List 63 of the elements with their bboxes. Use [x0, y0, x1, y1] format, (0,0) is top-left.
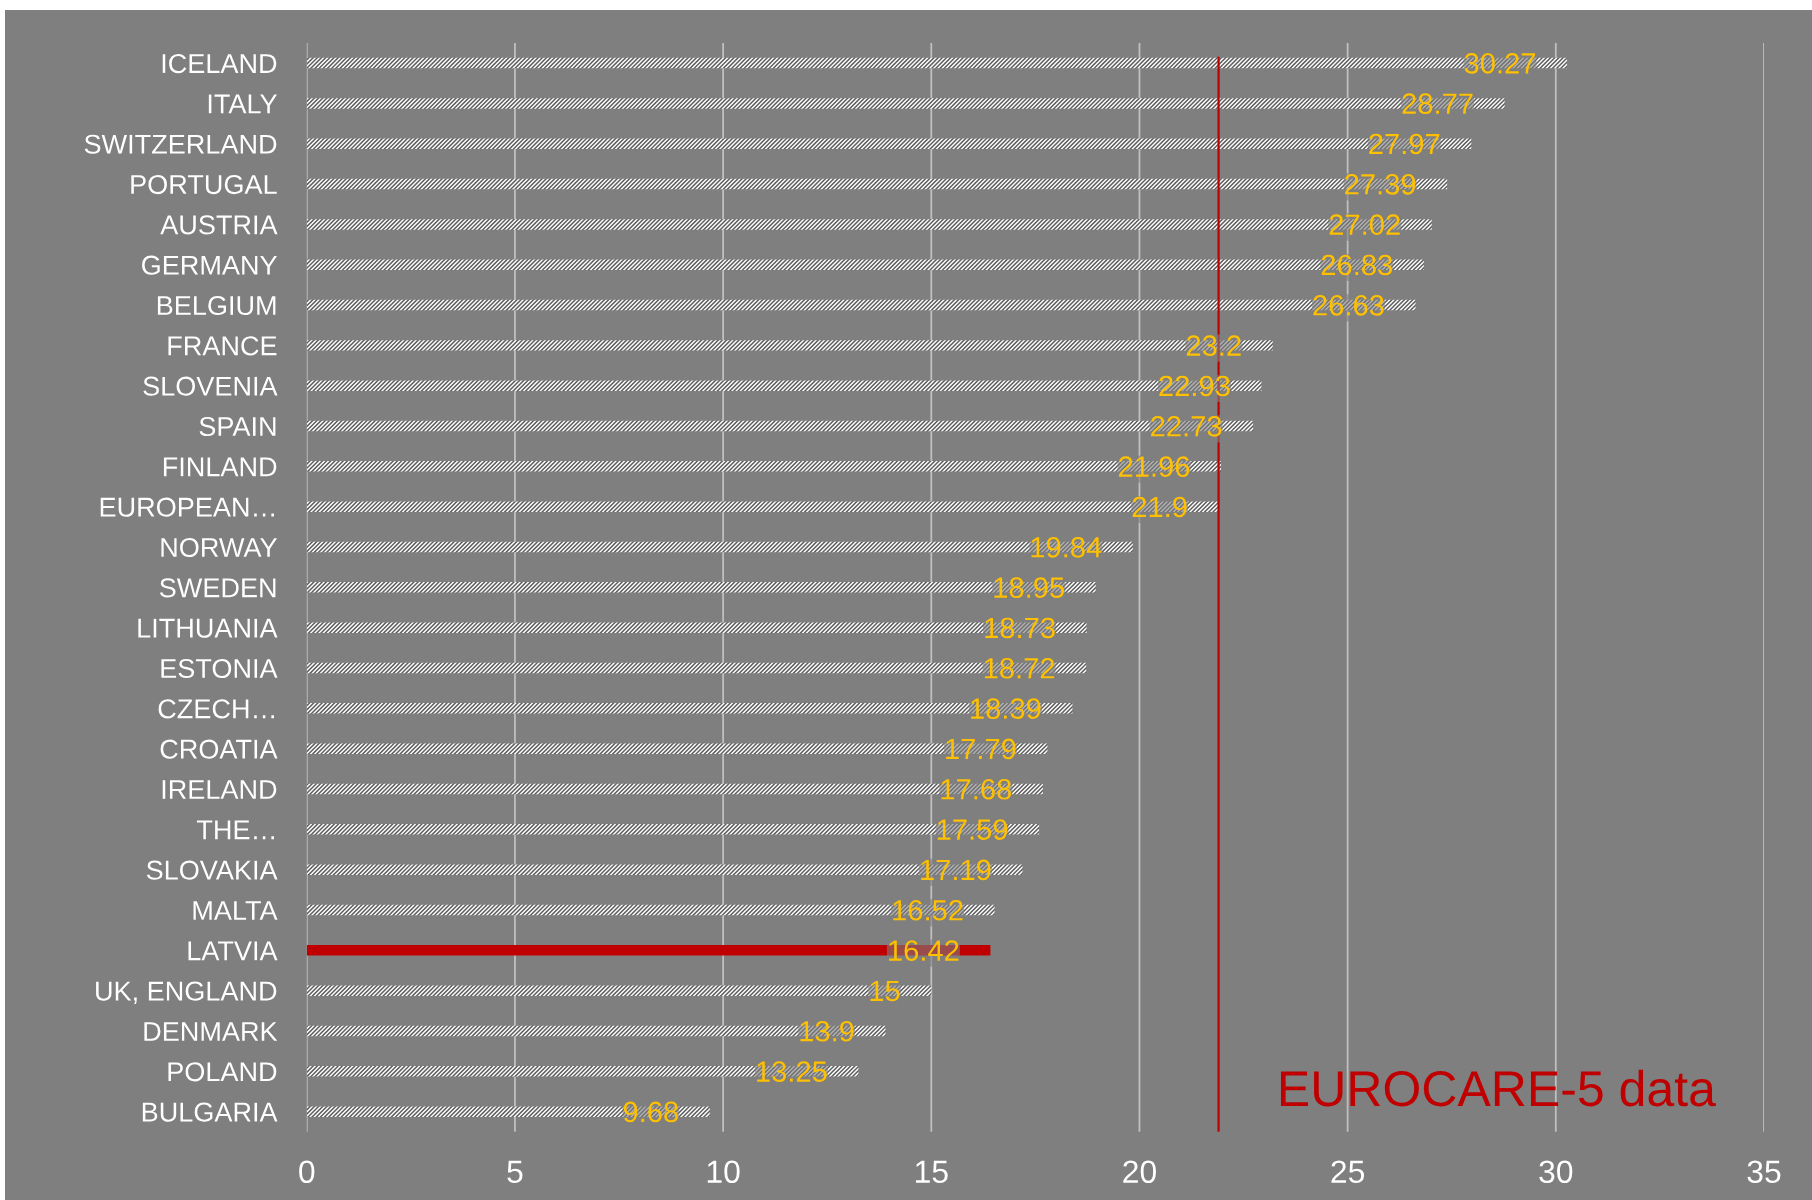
x-tick-label: 10: [707, 1160, 740, 1184]
y-tick-label: MALTA: [193, 901, 278, 920]
y-tick-label: DENMARK: [144, 1022, 278, 1041]
y-tick-label: SPAIN: [199, 416, 276, 437]
y-tick-label: LATVIA: [188, 941, 278, 961]
data-label: 13.25: [757, 1061, 827, 1082]
data-label: 26.83: [1321, 254, 1392, 276]
data-label: 18.95: [994, 577, 1064, 598]
data-label: 19.84: [1031, 536, 1102, 558]
y-tick-label: BELGIUM: [157, 295, 276, 316]
data-label: 23.2: [1186, 335, 1241, 356]
y-tick-label: THE…: [196, 820, 274, 840]
data-label: 9.68: [623, 1101, 678, 1123]
y-tick-label: EUROPEAN…: [100, 497, 274, 517]
data-label: 16.52: [893, 899, 963, 921]
x-tick-label: 20: [1123, 1160, 1156, 1184]
data-label: 21.9: [1132, 496, 1187, 518]
data-label: 18.72: [984, 657, 1055, 679]
data-label: 17.79: [946, 738, 1016, 760]
y-tick-label: SLOVENIA: [143, 376, 278, 396]
y-tick-label: ITALY: [208, 94, 278, 114]
data-label: 16.42: [889, 940, 959, 961]
y-tick-label: NORWAY: [161, 537, 278, 558]
y-tick-label: SWEDEN: [159, 578, 276, 598]
data-label: 27.97: [1369, 133, 1440, 155]
data-label: 15: [870, 980, 900, 1002]
x-tick-label: 35: [1747, 1160, 1781, 1184]
data-label: 13.9: [800, 1020, 854, 1042]
data-label: 30.27: [1464, 53, 1536, 74]
y-tick-label: FINLAND: [163, 457, 277, 477]
data-label: 17.59: [937, 819, 1008, 840]
data-label: 22.93: [1159, 375, 1230, 397]
data-label: 28.77: [1402, 93, 1473, 114]
data-label: 18.39: [971, 698, 1041, 719]
x-tick-label: 30: [1539, 1160, 1573, 1184]
y-tick-label: UK, ENGLAND: [96, 981, 277, 1004]
data-label: 22.73: [1151, 415, 1222, 437]
data-label: 17.68: [941, 778, 1012, 800]
y-tick-label: FRANCE: [168, 336, 277, 356]
x-tick-label: 5: [507, 1160, 523, 1184]
x-tick-label: 0: [299, 1160, 315, 1184]
y-tick-label: AUSTRIA: [160, 215, 278, 235]
data-label: 26.63: [1313, 295, 1384, 316]
y-tick-label: ESTONIA: [161, 658, 278, 679]
y-tick-label: IRELAND: [162, 780, 277, 799]
x-tick-label: 15: [915, 1160, 948, 1184]
y-tick-label: PORTUGAL: [131, 174, 277, 195]
y-tick-label: LITHUANIA: [138, 618, 278, 638]
data-label: 21.96: [1119, 456, 1190, 477]
y-tick-label: CROATIA: [160, 739, 278, 759]
y-tick-label: GERMANY: [142, 255, 278, 275]
annotation: EUROCARE-5 data: [1280, 1069, 1716, 1107]
data-label: 17.19: [921, 859, 991, 881]
y-tick-label: BULGARIA: [142, 1102, 278, 1122]
y-tick-label: POLAND: [168, 1062, 277, 1082]
x-tick-label: 25: [1331, 1160, 1365, 1184]
y-tick-label: ICELAND: [162, 53, 277, 74]
data-label: 18.73: [985, 617, 1055, 639]
y-tick-label: CZECH…: [158, 699, 274, 719]
data-label: 27.02: [1329, 214, 1400, 235]
data-label: 27.39: [1345, 174, 1416, 195]
y-tick-label: SWITZERLAND: [84, 134, 277, 154]
y-tick-label: SLOVAKIA: [146, 860, 278, 880]
